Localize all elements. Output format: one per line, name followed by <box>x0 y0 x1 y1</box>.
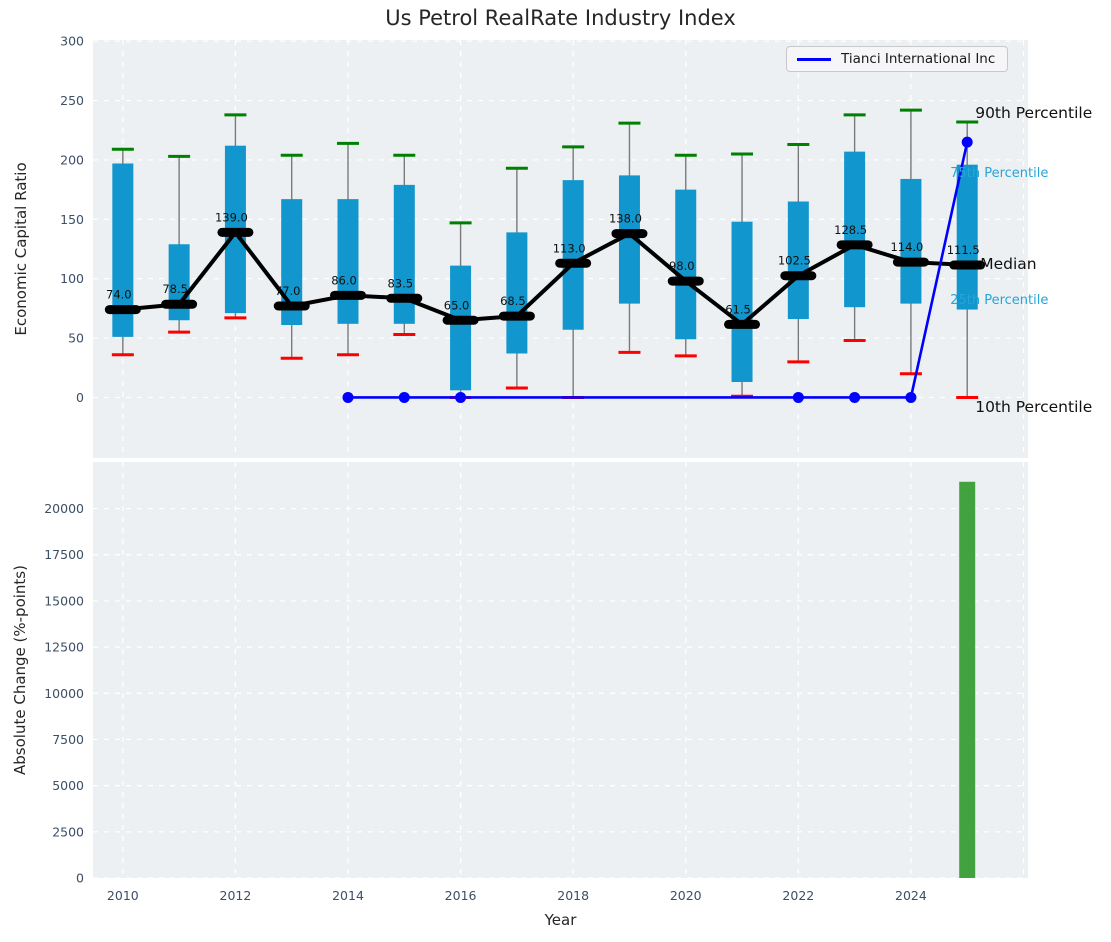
median-marker <box>386 293 423 303</box>
median-line <box>122 230 968 327</box>
median-value-label: 68.5 <box>500 294 526 308</box>
median-marker <box>273 301 310 311</box>
bottom-y-tick-label: 15000 <box>44 593 84 608</box>
median-value-label: 102.5 <box>778 254 811 268</box>
median-value-label: 77.0 <box>275 284 301 298</box>
top-y-tick-label: 150 <box>60 212 84 227</box>
iqr-box <box>731 221 753 382</box>
chart-title: Us Petrol RealRate Industry Index <box>385 6 736 30</box>
label-median: Median <box>980 255 1037 274</box>
median-marker <box>498 311 535 321</box>
bottom-y-axis-label: Absolute Change (%-points) <box>11 565 29 775</box>
company-point <box>905 391 917 403</box>
top-y-tick-label: 250 <box>60 93 84 108</box>
median-value-label: 138.0 <box>609 212 642 226</box>
x-tick-label: 2024 <box>895 888 927 903</box>
bottom-y-tick-label: 12500 <box>44 640 84 655</box>
company-point <box>342 391 354 403</box>
median-marker <box>780 271 817 281</box>
median-marker <box>892 257 929 267</box>
legend: Tianci International Inc <box>786 46 1009 72</box>
median-marker <box>667 276 704 286</box>
median-value-label: 114.0 <box>890 240 923 254</box>
median-value-label: 139.0 <box>215 210 248 224</box>
legend-label: Tianci International Inc <box>841 51 996 67</box>
median-marker <box>330 290 366 300</box>
median-marker <box>104 305 141 315</box>
label-75th-percentile: 75th Percentile <box>950 165 1049 181</box>
x-tick-label: 2022 <box>782 888 814 903</box>
median-value-label: 74.0 <box>106 288 132 302</box>
bottom-y-tick-label: 20000 <box>44 501 84 516</box>
change-bar <box>959 481 976 878</box>
label-90th-percentile: 90th Percentile <box>975 103 1093 122</box>
iqr-box <box>562 180 584 330</box>
median-value-label: 98.0 <box>669 259 695 273</box>
bottom-y-tick-label: 7500 <box>52 732 84 747</box>
bottom-y-tick-label: 0 <box>76 871 84 886</box>
label-25th-percentile: 25th Percentile <box>950 292 1049 308</box>
median-marker <box>611 229 648 239</box>
top-y-axis-label: Economic Capital Ratio <box>12 162 30 336</box>
median-value-label: 65.0 <box>444 298 470 312</box>
x-axis-label: Year <box>544 911 577 929</box>
top-y-tick-label: 0 <box>76 390 84 405</box>
iqr-box <box>618 175 640 304</box>
top-y-tick-label: 300 <box>60 34 84 49</box>
median-value-label: 78.5 <box>162 282 188 296</box>
x-tick-label: 2012 <box>220 888 252 903</box>
company-point <box>455 391 467 403</box>
iqr-box <box>506 232 528 354</box>
iqr-box <box>956 164 978 310</box>
median-value-label: 86.0 <box>331 273 357 287</box>
top-y-tick-label: 200 <box>60 152 84 167</box>
bottom-y-tick-label: 17500 <box>44 547 84 562</box>
median-marker <box>442 315 479 325</box>
x-tick-label: 2010 <box>107 888 139 903</box>
iqr-box <box>112 163 134 337</box>
median-value-label: 111.5 <box>947 243 980 257</box>
median-marker <box>836 240 873 250</box>
top-y-tick-label: 100 <box>60 271 84 286</box>
bottom-y-tick-label: 2500 <box>52 824 84 839</box>
iqr-box <box>450 265 472 391</box>
median-marker <box>949 260 986 270</box>
median-marker <box>217 227 254 237</box>
iqr-box <box>900 178 922 304</box>
iqr-box <box>787 201 809 320</box>
iqr-box <box>393 184 415 324</box>
x-tick-label: 2018 <box>557 888 589 903</box>
company-point <box>792 391 804 403</box>
x-tick-label: 2020 <box>670 888 702 903</box>
company-point <box>849 391 861 403</box>
median-marker <box>161 299 198 309</box>
bottom-y-tick-label: 5000 <box>52 778 84 793</box>
bottom-plot-area <box>93 462 1028 878</box>
legend-line-sample <box>797 57 831 61</box>
top-y-tick-label: 50 <box>68 331 84 346</box>
median-value-label: 83.5 <box>387 276 413 290</box>
iqr-box <box>337 199 359 324</box>
iqr-box <box>281 199 303 325</box>
median-marker <box>555 258 592 268</box>
iqr-box <box>675 189 697 340</box>
x-tick-label: 2014 <box>332 888 364 903</box>
company-point <box>961 136 973 148</box>
iqr-box <box>844 151 866 308</box>
median-value-label: 128.5 <box>834 223 867 237</box>
x-tick-label: 2016 <box>445 888 477 903</box>
median-value-label: 113.0 <box>553 241 586 255</box>
median-value-label: 61.5 <box>725 302 751 316</box>
bottom-y-tick-label: 10000 <box>44 686 84 701</box>
label-10th-percentile: 10th Percentile <box>975 398 1093 417</box>
median-marker <box>724 319 761 329</box>
company-point <box>398 391 410 403</box>
